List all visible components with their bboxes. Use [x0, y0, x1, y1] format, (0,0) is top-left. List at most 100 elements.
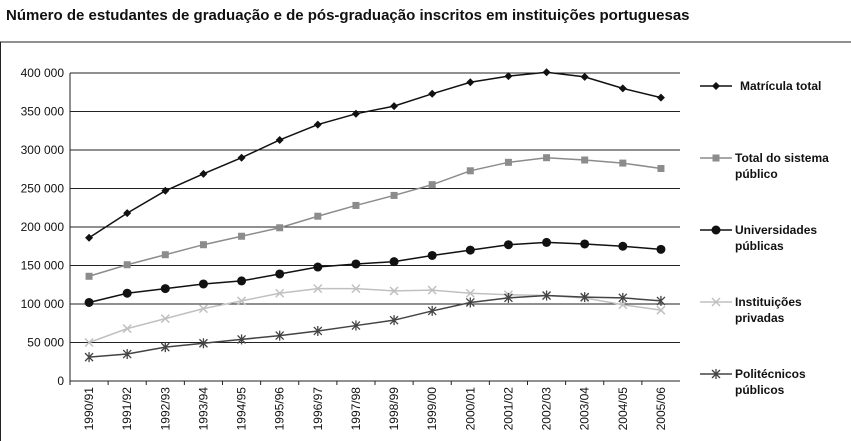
- y-tick-label: 50 000: [27, 336, 64, 350]
- marker: [351, 320, 361, 331]
- marker: [161, 251, 169, 259]
- marker: [160, 284, 170, 294]
- y-tick-label: 300 000: [21, 143, 65, 157]
- legend-label: Instituições privadas: [735, 295, 802, 325]
- x-tick-label: 2003/04: [578, 387, 592, 431]
- marker: [581, 156, 589, 164]
- marker: [84, 337, 94, 348]
- marker: [85, 272, 93, 280]
- x-tick-label: 2004/05: [616, 387, 630, 431]
- series-line: [88, 71, 662, 239]
- marker: [465, 245, 475, 255]
- marker: [619, 159, 627, 167]
- marker: [503, 292, 513, 303]
- marker: [313, 325, 323, 336]
- x-tick-label: 1990/91: [82, 387, 96, 431]
- series-line: [88, 241, 661, 304]
- marker: [712, 154, 720, 162]
- series-line: [89, 294, 661, 358]
- marker: [237, 296, 247, 306]
- marker: [237, 276, 247, 286]
- marker: [122, 324, 132, 334]
- legend-label: Politécnicos públicos: [735, 367, 806, 397]
- marker: [390, 191, 398, 199]
- marker: [542, 290, 552, 301]
- marker: [580, 72, 589, 81]
- marker: [465, 288, 475, 298]
- marker: [466, 167, 474, 175]
- x-tick-label: 1993/94: [196, 387, 210, 431]
- marker: [237, 334, 247, 345]
- marker: [656, 305, 666, 315]
- x-tick-label: 1998/99: [387, 387, 401, 431]
- marker: [618, 84, 627, 93]
- legend-label: Universidades públicas: [735, 223, 818, 253]
- y-tick-label: 200 000: [21, 220, 65, 234]
- marker: [275, 135, 284, 144]
- legend-label: Total do sistema público: [735, 151, 829, 181]
- marker: [123, 261, 131, 269]
- marker: [390, 102, 399, 111]
- marker: [656, 295, 666, 306]
- x-tick-label: 1995/96: [273, 387, 287, 431]
- y-tick-label: 250 000: [21, 182, 65, 196]
- marker: [122, 349, 132, 360]
- marker: [656, 244, 666, 254]
- marker: [238, 232, 246, 240]
- marker: [543, 154, 551, 162]
- marker: [542, 237, 552, 247]
- marker: [198, 279, 208, 289]
- marker: [389, 315, 399, 326]
- marker: [84, 297, 94, 307]
- x-tick-label: 1999/00: [425, 387, 439, 431]
- marker: [237, 153, 246, 162]
- x-tick-label: 1994/95: [235, 387, 249, 431]
- marker: [542, 68, 551, 77]
- marker: [352, 201, 360, 209]
- marker: [712, 82, 720, 90]
- marker: [198, 304, 208, 314]
- x-tick-label: 1996/97: [311, 387, 325, 431]
- legend-label: Matrícula total: [740, 79, 822, 93]
- x-tick-label: 1991/92: [120, 387, 134, 431]
- x-tick-label: 2000/01: [463, 387, 477, 431]
- marker: [711, 297, 721, 307]
- y-tick-label: 400 000: [21, 66, 65, 80]
- marker: [275, 288, 285, 298]
- marker: [427, 285, 437, 295]
- marker: [618, 292, 628, 303]
- marker: [198, 338, 208, 349]
- marker: [313, 262, 323, 272]
- marker: [711, 225, 721, 235]
- marker: [351, 259, 361, 269]
- chart-title: Número de estudantes de graduação e de p…: [6, 7, 690, 24]
- marker: [389, 286, 399, 296]
- y-tick-label: 150 000: [21, 259, 65, 273]
- marker: [123, 209, 132, 218]
- marker: [504, 72, 513, 81]
- marker: [351, 284, 361, 294]
- x-tick-label: 2005/06: [654, 387, 668, 431]
- marker: [276, 224, 284, 232]
- y-tick-label: 350 000: [21, 105, 65, 119]
- marker: [618, 241, 628, 251]
- marker: [656, 93, 665, 102]
- marker: [313, 284, 323, 294]
- marker: [161, 186, 170, 195]
- marker: [657, 164, 665, 172]
- marker: [427, 305, 437, 316]
- marker: [275, 269, 285, 279]
- x-tick-label: 2002/03: [540, 387, 554, 431]
- y-tick-label: 0: [57, 374, 64, 388]
- marker: [84, 352, 94, 363]
- y-tick-label: 100 000: [21, 297, 65, 311]
- marker: [313, 120, 322, 129]
- marker: [351, 109, 360, 118]
- x-tick-label: 1997/98: [349, 387, 363, 431]
- marker: [122, 288, 132, 298]
- marker: [199, 169, 208, 178]
- marker: [465, 297, 475, 308]
- marker: [711, 369, 721, 379]
